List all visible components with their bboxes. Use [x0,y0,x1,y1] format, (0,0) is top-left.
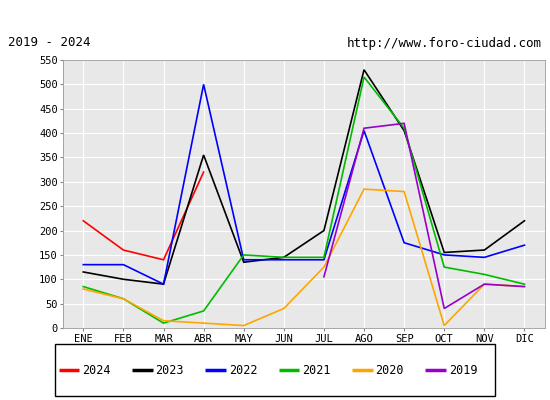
Text: 2019: 2019 [449,364,477,376]
Text: 2019 - 2024: 2019 - 2024 [8,36,91,50]
Text: 2024: 2024 [82,364,111,376]
Text: 2023: 2023 [156,364,184,376]
Text: Evolucion Nº Turistas Nacionales en el municipio de Mieza: Evolucion Nº Turistas Nacionales en el m… [26,8,524,22]
Text: 2021: 2021 [302,364,331,376]
Text: http://www.foro-ciudad.com: http://www.foro-ciudad.com [346,36,542,50]
FancyBboxPatch shape [55,344,495,396]
Text: 2022: 2022 [229,364,257,376]
Text: 2020: 2020 [376,364,404,376]
